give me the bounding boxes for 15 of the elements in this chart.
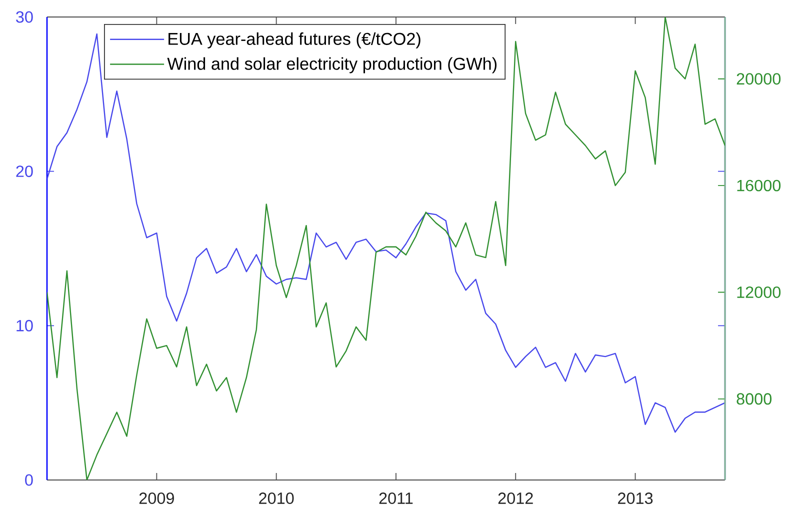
y2-tick-label: 12000 bbox=[737, 286, 781, 298]
y2-tick-label: 8000 bbox=[736, 393, 772, 405]
y-tick-label: 10 bbox=[16, 320, 33, 332]
legend-label: EUA year-ahead futures (€/tCO2) bbox=[168, 32, 420, 48]
x-tick-label: 2011 bbox=[379, 492, 413, 504]
x-tick-label: 2010 bbox=[259, 492, 294, 504]
x-tick-label: 2013 bbox=[618, 492, 653, 504]
legend-label: Wind and solar electricity production (GWh) bbox=[167, 57, 496, 74]
y-tick-label: 30 bbox=[16, 11, 33, 23]
y-tick-label: 0 bbox=[25, 474, 33, 486]
y2-tick-label: 16000 bbox=[737, 180, 781, 192]
x-tick-label: 2012 bbox=[498, 492, 533, 504]
y2-tick-label: 20000 bbox=[736, 73, 781, 85]
x-tick-label: 2009 bbox=[139, 492, 174, 504]
y-tick-label: 20 bbox=[16, 166, 33, 178]
